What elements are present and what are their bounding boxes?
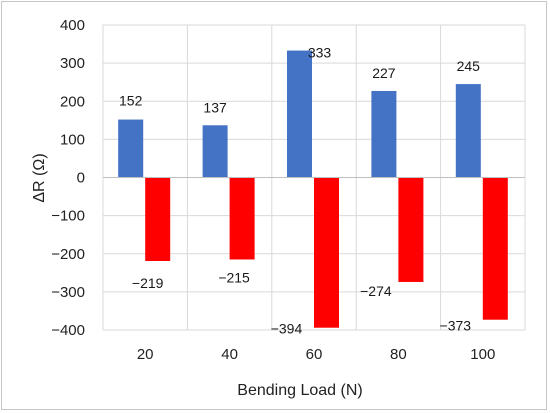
bar-negative [482,177,508,320]
bar-positive [202,125,228,178]
bar-positive [287,50,312,178]
data-label-negative: −215 [218,269,250,285]
bar-negative [229,177,255,260]
y-tick-label: 300 [60,55,85,72]
x-tick-label: 80 [390,346,407,363]
x-tick-label: 40 [221,346,238,363]
bar-positive [118,119,144,178]
data-label-positive: 152 [119,93,143,109]
bars [118,50,508,328]
data-label-negative: −219 [132,275,164,291]
bar-negative [145,177,171,261]
y-tick-label: 100 [60,131,85,148]
bar-negative [314,177,339,328]
bar-negative [398,177,424,282]
x-tick-label: 100 [470,346,495,363]
y-tick-label: −300 [51,284,85,301]
bar-positive [455,84,481,178]
data-label-positive: 333 [308,45,332,61]
bar-positive [371,90,397,178]
x-tick-label: 20 [137,346,154,363]
y-tick-label: −100 [51,208,85,225]
y-axis-title: ΔR (Ω) [31,153,48,202]
y-tick-label: −400 [51,322,85,339]
y-tick-label: −200 [51,246,85,263]
data-label-negative: −373 [440,318,472,334]
data-labels: 152 −219 137 −215 333 −394 227 −274 245 −373 [119,45,480,337]
x-tick-label: 60 [306,346,323,363]
data-label-negative: −394 [271,321,303,337]
x-axis-title: Bending Load (N) [237,382,362,399]
y-tick-label: 200 [60,93,85,110]
y-tick-label: 400 [60,17,85,34]
data-label-negative: −274 [360,283,392,299]
y-tick-label: 0 [77,170,85,187]
data-label-positive: 137 [203,99,227,115]
axes: 400 300 200 100 0 −100 −200 −300 −400 20 40 60 80 100 [51,17,525,363]
data-label-positive: 245 [457,58,481,74]
data-label-positive: 227 [372,65,396,81]
